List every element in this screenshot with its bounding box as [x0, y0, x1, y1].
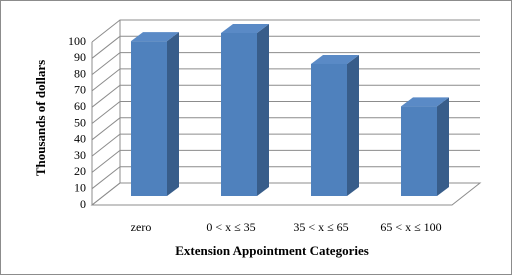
y-tick-label: 90: [74, 50, 86, 64]
bar: [311, 63, 347, 196]
x-tick-label: 65 < x ≤ 100: [380, 220, 441, 234]
x-tick-label: zero: [131, 220, 152, 234]
y-tick-label: 0: [80, 197, 86, 211]
bar-top: [221, 24, 269, 33]
bar: [221, 33, 257, 196]
y-tick-label: 40: [74, 132, 86, 146]
bar-top: [401, 97, 449, 107]
bar-side: [167, 32, 179, 197]
y-tick-label: 30: [74, 148, 86, 162]
x-tick-label: 0 < x ≤ 35: [206, 220, 255, 234]
bar: [401, 106, 437, 196]
y-tick-label: 80: [74, 66, 86, 80]
bar: [131, 41, 167, 197]
y-tick-label: 50: [74, 115, 86, 129]
bar-top: [131, 32, 179, 42]
bar-side: [437, 97, 449, 196]
y-tick-label: 100: [68, 34, 86, 48]
y-tick-label: 70: [74, 83, 86, 97]
y-tick-label: 10: [74, 180, 86, 194]
y-tick-label: 60: [74, 99, 86, 113]
y-axis-title: Thousands of dollars: [33, 60, 48, 176]
bar-side: [347, 54, 359, 196]
bar-side: [257, 24, 269, 196]
x-tick-label: 35 < x ≤ 65: [293, 220, 348, 234]
y-tick-label: 20: [74, 164, 86, 178]
bar-top: [311, 54, 359, 64]
x-axis-title: Extension Appointment Categories: [175, 243, 369, 258]
